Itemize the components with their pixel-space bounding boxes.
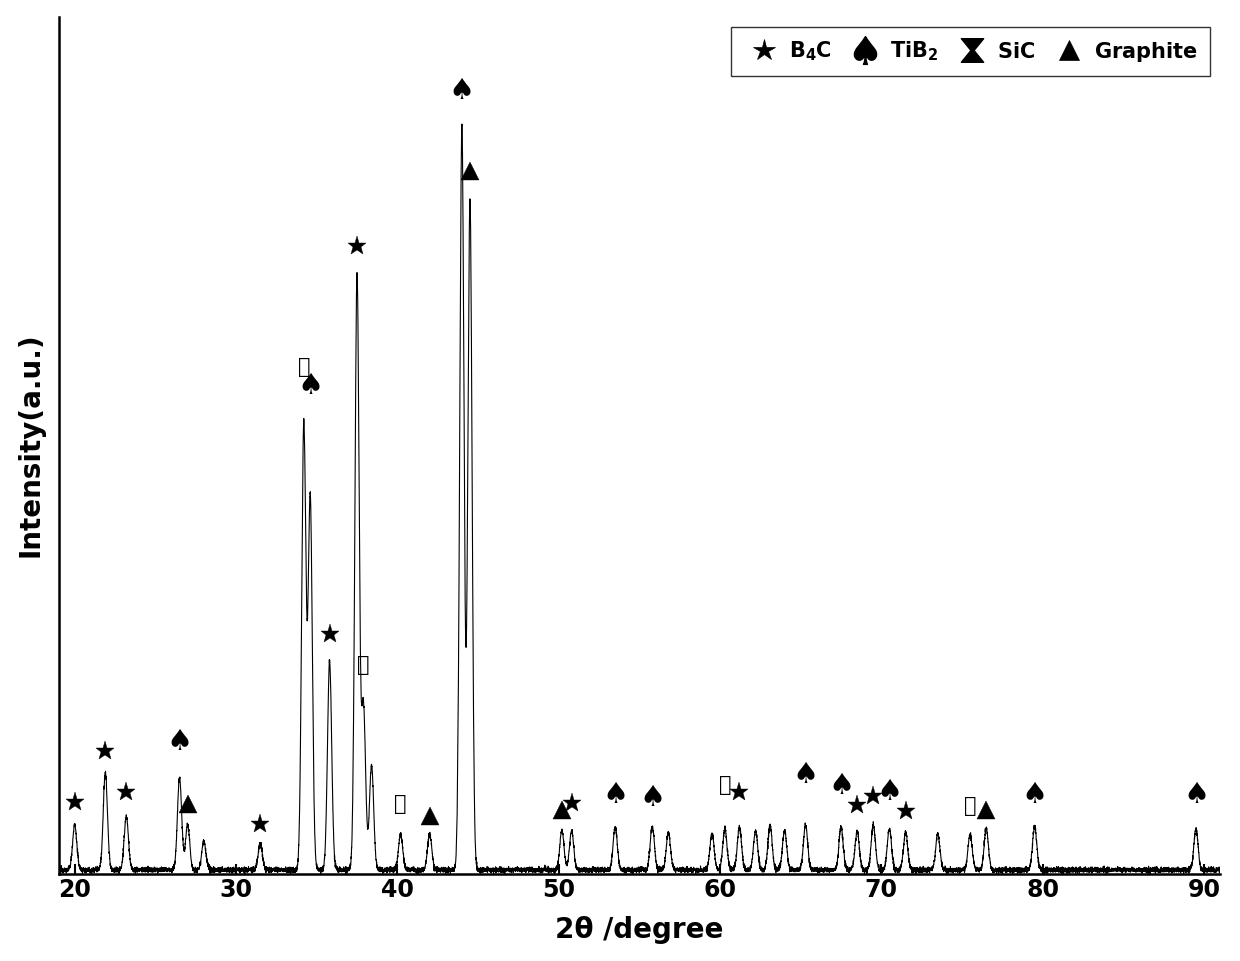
Text: ♠: ♠ (449, 78, 475, 106)
Text: ⧗: ⧗ (298, 357, 310, 378)
X-axis label: 2θ /degree: 2θ /degree (556, 917, 724, 945)
Text: ♠: ♠ (1183, 781, 1209, 809)
Text: ♠: ♠ (792, 761, 818, 789)
Text: ⧗: ⧗ (357, 654, 370, 675)
Text: ⧗: ⧗ (963, 796, 976, 816)
Text: ♠: ♠ (166, 727, 192, 755)
Text: ♠: ♠ (298, 372, 324, 400)
Text: ♠: ♠ (1022, 781, 1048, 809)
Text: ♠: ♠ (828, 773, 854, 801)
Text: ⧗: ⧗ (719, 775, 732, 795)
Y-axis label: Intensity(a.u.): Intensity(a.u.) (16, 333, 45, 557)
Text: ⧗: ⧗ (394, 794, 407, 814)
Text: ♠: ♠ (639, 783, 666, 811)
Text: ♠: ♠ (603, 781, 629, 809)
Legend: $\mathbf{B_4C}$, $\mathbf{TiB_2}$, $\mathbf{SiC}$, $\mathbf{Graphite}$: $\mathbf{B_4C}$, $\mathbf{TiB_2}$, $\mat… (730, 27, 1210, 76)
Text: ♠: ♠ (877, 778, 903, 806)
